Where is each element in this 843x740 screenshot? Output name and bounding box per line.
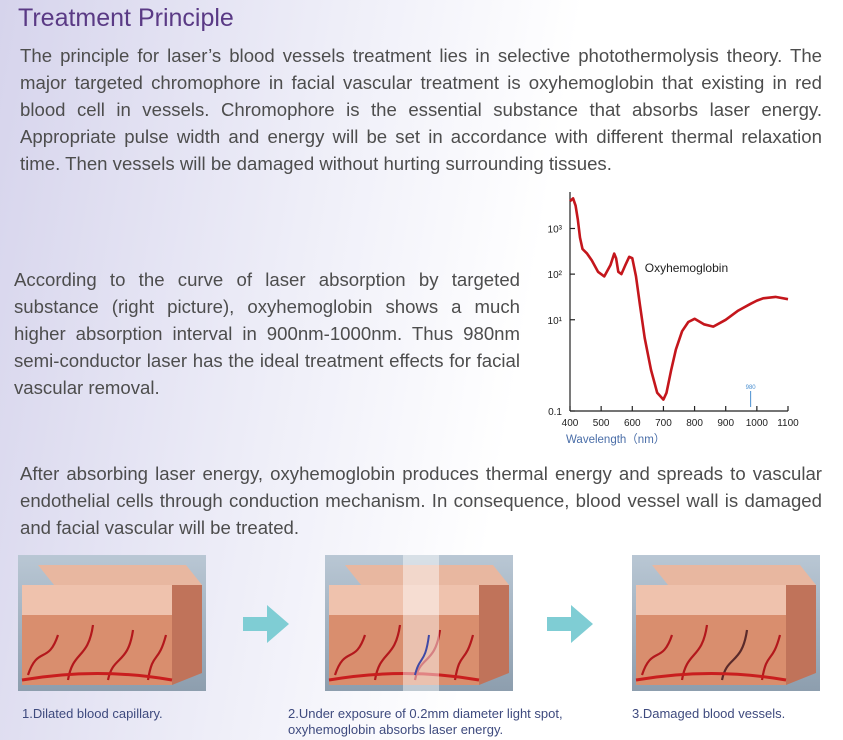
x-tick-label: 1100 [777,418,799,429]
after-paragraph: After absorbing laser energy, oxyhemoglo… [20,463,822,538]
x-tick-label: 500 [593,418,610,429]
x-tick-label: 700 [655,418,672,429]
arrow-right-icon [547,605,593,643]
skin-panel-damaged [632,555,820,691]
chart-axes: 400 500 600 700 800 900 1000 1100 0.1 10¹ 10² 10³ [548,192,799,429]
oxyhemoglobin-line [569,197,789,401]
absorption-chart: 400 500 600 700 800 900 1000 1100 0.1 10¹ 10² 10³ O… [548,192,799,446]
skin-panel-exposure [325,555,513,691]
wavelength-marker: 980 [746,385,757,407]
x-tick-label: 400 [562,418,579,429]
marker-label: 980 [746,385,757,391]
arrow-right-icon [243,605,289,643]
step-caption-1: 1.Dilated blood capillary. [22,706,163,721]
step-caption-2: 2.Under exposure of 0.2mm diameter light… [288,706,563,737]
intro-paragraph: The principle for laser’s blood vessels … [20,45,822,174]
x-tick-label: 1000 [746,418,769,429]
step-caption-3: 3.Damaged blood vessels. [632,706,786,721]
skin-panel-dilated [18,555,206,691]
y-tick-label: 10¹ [548,316,563,327]
y-tick-label: 10³ [548,225,563,236]
y-tick-label: 10² [548,270,563,281]
y-tick-label: 0.1 [548,407,562,418]
page-title: Treatment Principle [18,4,234,32]
series-annotation: Oxyhemoglobin [645,261,728,275]
x-tick-label: 900 [717,418,734,429]
x-tick-label: 600 [624,418,641,429]
curve-paragraph: According to the curve of laser absorpti… [14,269,520,398]
x-axis-label: Wavelength（nm） [566,433,665,446]
x-tick-label: 800 [686,418,703,429]
